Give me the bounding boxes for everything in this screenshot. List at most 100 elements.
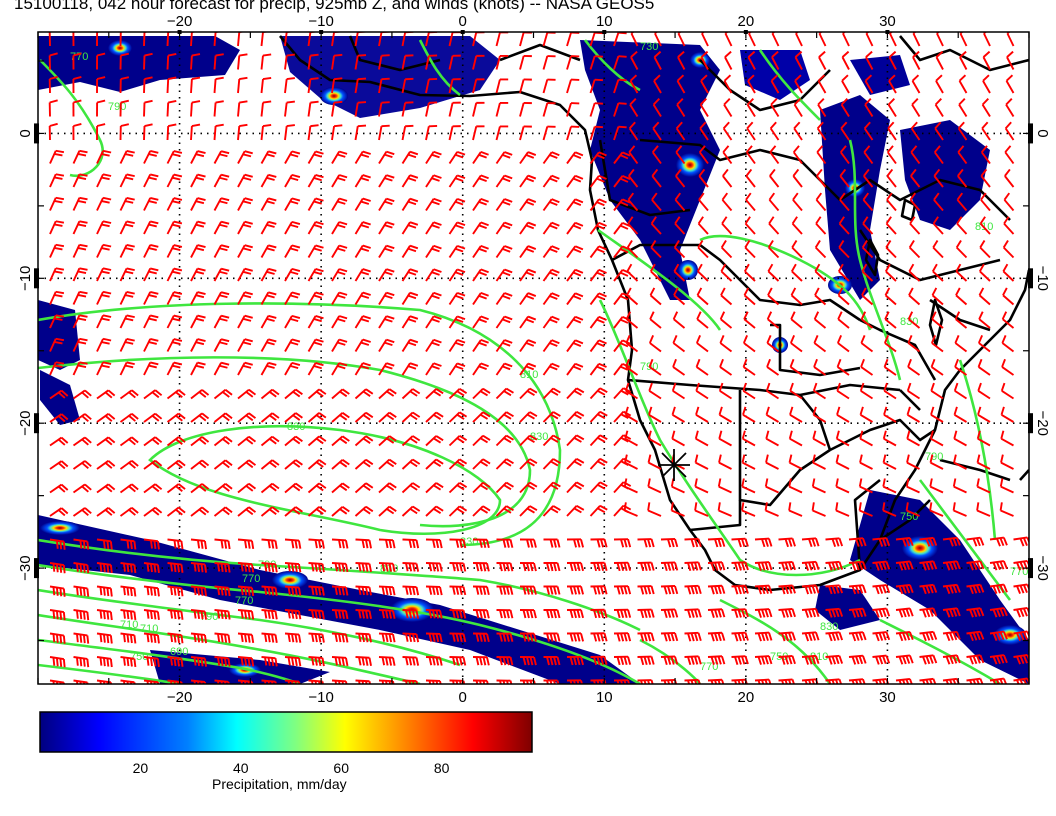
colorbar-tick-label: 20 <box>133 760 149 776</box>
wind-barb <box>143 244 159 258</box>
wind-barb <box>721 192 733 212</box>
wind-barb <box>284 291 301 305</box>
wind-barb <box>910 145 921 165</box>
wind-barb <box>908 263 921 282</box>
wind-barb <box>472 174 489 188</box>
wind-barb <box>862 192 874 212</box>
wind-barb <box>746 121 756 141</box>
wind-barb <box>425 197 442 212</box>
wind-barb <box>96 220 112 235</box>
wind-barb <box>816 121 827 141</box>
wind-barb <box>589 198 607 212</box>
wind-barb <box>700 74 709 94</box>
wind-barb <box>425 54 438 70</box>
wind-barb <box>542 174 560 188</box>
wind-barb <box>190 32 198 47</box>
wind-barb <box>448 268 466 282</box>
wind-barb <box>472 101 485 117</box>
wind-barb <box>838 216 850 235</box>
wind-barb <box>626 239 639 259</box>
wind-barb <box>448 315 466 329</box>
wind-barb <box>931 287 944 306</box>
colorbar-gradient <box>39 711 533 753</box>
wind-barb <box>839 168 850 188</box>
wind-barb <box>190 267 206 282</box>
wind-barb <box>425 150 442 165</box>
wind-barb <box>213 197 230 211</box>
wind-barb <box>119 196 135 211</box>
wind-barb <box>448 221 466 235</box>
wind-barb <box>1006 50 1015 70</box>
wind-barb <box>910 121 921 141</box>
wind-barb <box>519 292 537 306</box>
wind-barb <box>698 192 709 212</box>
wind-barb <box>673 263 686 282</box>
wind-barb <box>908 239 921 259</box>
wind-barb <box>213 173 230 188</box>
wind-barb <box>472 151 489 165</box>
wind-barb <box>613 175 631 188</box>
wind-barb <box>519 102 532 117</box>
wind-barb <box>448 125 461 141</box>
wind-barb <box>744 216 756 235</box>
wind-barb <box>425 221 442 235</box>
wind-barb <box>495 125 509 141</box>
wind-barb <box>793 121 803 141</box>
wind-barb <box>519 315 537 329</box>
wind-barb <box>354 268 371 282</box>
wind-barb <box>589 125 603 141</box>
wind-barb <box>143 197 159 211</box>
wind-barb <box>143 32 150 47</box>
wind-barb <box>697 216 709 235</box>
wind-barb <box>652 121 662 141</box>
wind-barb <box>425 315 442 329</box>
wind-barb <box>700 50 709 70</box>
wind-barb <box>724 50 733 70</box>
colorbar-ticks: 20 40 60 80 <box>133 760 450 776</box>
wind-barb <box>651 192 662 212</box>
wind-barb <box>72 267 88 282</box>
wind-barb <box>425 78 438 94</box>
wind-barb <box>959 50 968 70</box>
wind-barb <box>542 102 556 117</box>
wind-barb <box>96 123 106 141</box>
wind-barb <box>72 76 82 94</box>
wind-barb <box>378 174 395 188</box>
wind-barb <box>629 74 639 94</box>
wind-barb <box>472 125 485 141</box>
wind-barb <box>566 268 584 282</box>
wind-barb <box>865 50 874 70</box>
wind-barb <box>628 121 639 141</box>
wind-barb <box>331 124 343 141</box>
wind-barb <box>354 54 367 70</box>
wind-barb <box>955 263 968 282</box>
wind-barb <box>745 168 756 188</box>
wind-barb <box>1004 168 1015 188</box>
wind-barb <box>771 50 780 70</box>
wind-barb <box>885 239 897 259</box>
wind-barb <box>472 198 489 212</box>
wind-barb <box>284 77 295 94</box>
wind-barb <box>519 221 537 235</box>
wind-barb <box>794 50 803 70</box>
wind-barb <box>769 145 780 165</box>
wind-barb <box>307 268 324 282</box>
wind-barb <box>566 174 584 188</box>
wind-barb <box>629 98 639 118</box>
wind-barb <box>49 314 65 329</box>
wind-barb <box>331 315 348 329</box>
wind-barb <box>143 267 159 282</box>
wind-barb <box>932 239 944 259</box>
wind-barb <box>911 98 921 118</box>
wind-barb <box>48 32 54 47</box>
wind-barb <box>613 102 627 117</box>
wind-barb <box>472 245 489 259</box>
wind-barb <box>401 54 414 70</box>
wind-barb <box>284 244 301 258</box>
wind-barb <box>863 168 874 188</box>
contour-label: 730 <box>640 41 658 53</box>
wind-barb <box>307 77 319 94</box>
wind-barb <box>542 221 560 235</box>
wind-barb <box>401 197 419 212</box>
wind-barb <box>979 239 991 259</box>
